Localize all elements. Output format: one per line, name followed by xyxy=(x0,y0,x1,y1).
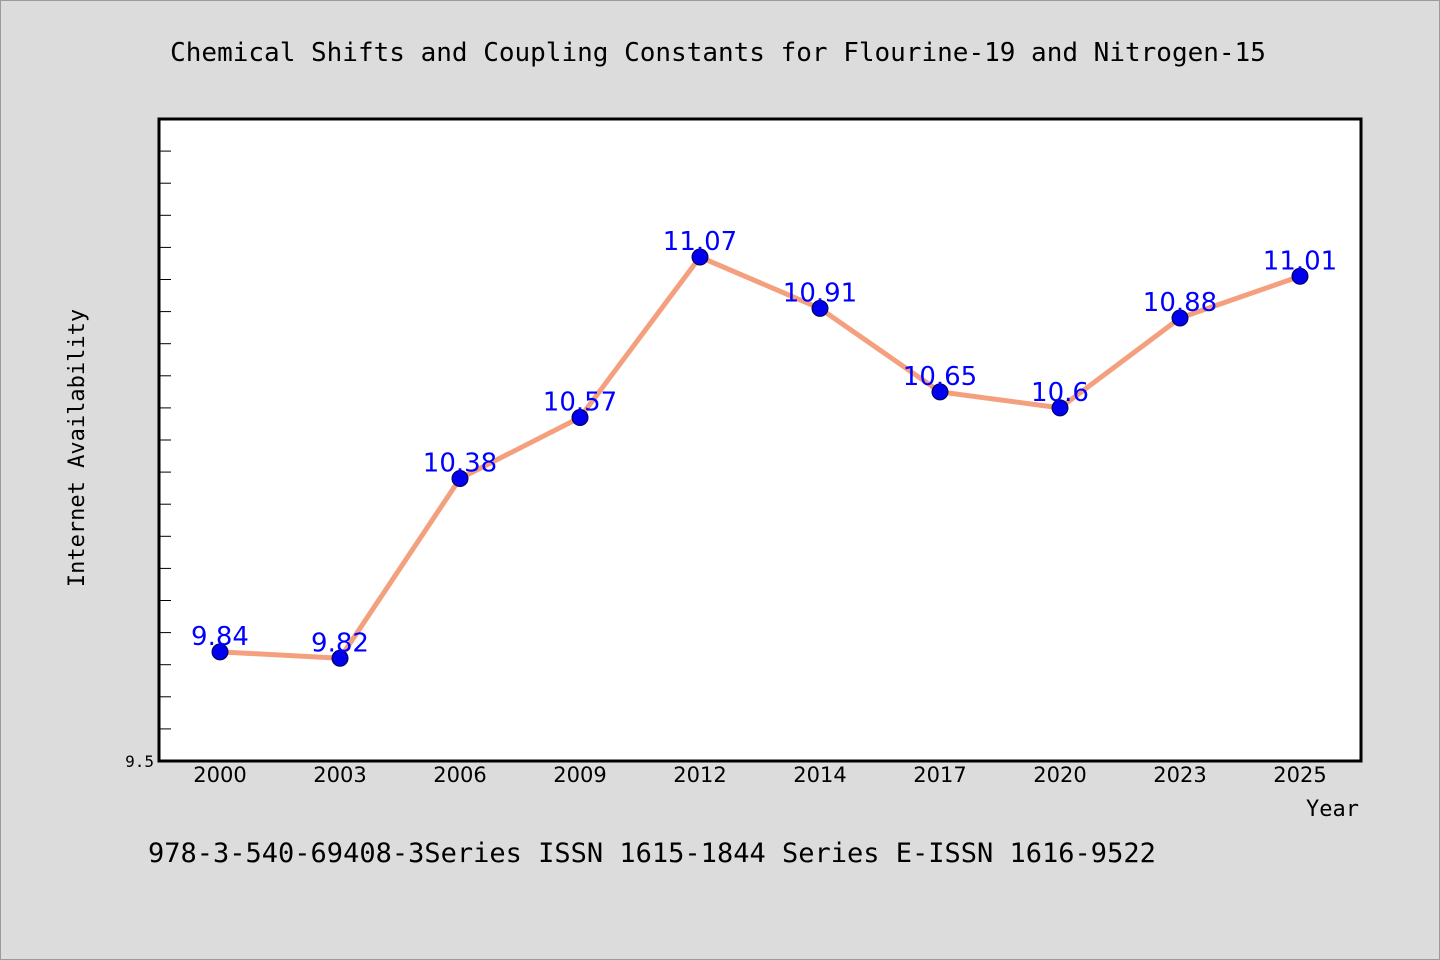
x-tick-label: 2009 xyxy=(553,763,606,787)
x-tick-label: 2023 xyxy=(1153,763,1206,787)
data-point xyxy=(811,299,829,317)
plot-area xyxy=(157,117,1363,763)
x-axis-tick-labels: 2000 2003 2006 2009 2012 2014 2017 2020 2023 2025 xyxy=(193,763,1326,787)
data-point xyxy=(1171,309,1189,327)
data-point xyxy=(691,248,709,266)
chart-title: Chemical Shifts and Coupling Constants f… xyxy=(170,38,1266,68)
data-label: 10.57 xyxy=(543,388,617,418)
data-point xyxy=(1291,267,1309,285)
data-label: 10.91 xyxy=(783,278,857,308)
x-tick-label: 2014 xyxy=(793,763,846,787)
data-labels: 9.84 9.82 10.38 10.57 11.07 10.91 10.65 10.6 10.… xyxy=(191,227,1337,658)
series-line xyxy=(217,254,1303,661)
data-point xyxy=(211,643,229,661)
x-tick-label: 2003 xyxy=(313,763,366,787)
data-point xyxy=(451,470,469,488)
x-tick-label: 2017 xyxy=(913,763,966,787)
data-label: 10.88 xyxy=(1143,288,1217,318)
series-line-layer xyxy=(217,254,1303,661)
x-tick-label: 2006 xyxy=(433,763,486,787)
x-tick-label: 2000 xyxy=(193,763,246,787)
y-axis-ticks xyxy=(159,150,171,730)
x-axis-label: Year xyxy=(1306,797,1359,822)
data-label: 10.38 xyxy=(423,449,497,479)
series-markers xyxy=(211,248,1309,667)
x-tick-label: 2012 xyxy=(673,763,726,787)
y-tick-label: 9.5 xyxy=(125,752,154,771)
y-axis-label: Internet Availability xyxy=(65,309,90,587)
data-label: 9.82 xyxy=(311,628,369,658)
data-label: 11.07 xyxy=(663,227,737,257)
data-point xyxy=(331,649,349,667)
data-label: 9.84 xyxy=(191,622,249,652)
data-point xyxy=(571,409,589,427)
data-label: 10.65 xyxy=(903,362,977,392)
data-point xyxy=(931,383,949,401)
y-axis-tick-labels: 9.5 xyxy=(125,752,154,771)
data-label: 10.6 xyxy=(1031,378,1089,408)
x-tick-label: 2020 xyxy=(1033,763,1086,787)
x-tick-label: 2025 xyxy=(1273,763,1326,787)
footer-text: 978-3-540-69408-3Series ISSN 1615-1844 S… xyxy=(148,838,1156,869)
data-point xyxy=(1051,399,1069,417)
data-label: 11.01 xyxy=(1263,246,1337,276)
